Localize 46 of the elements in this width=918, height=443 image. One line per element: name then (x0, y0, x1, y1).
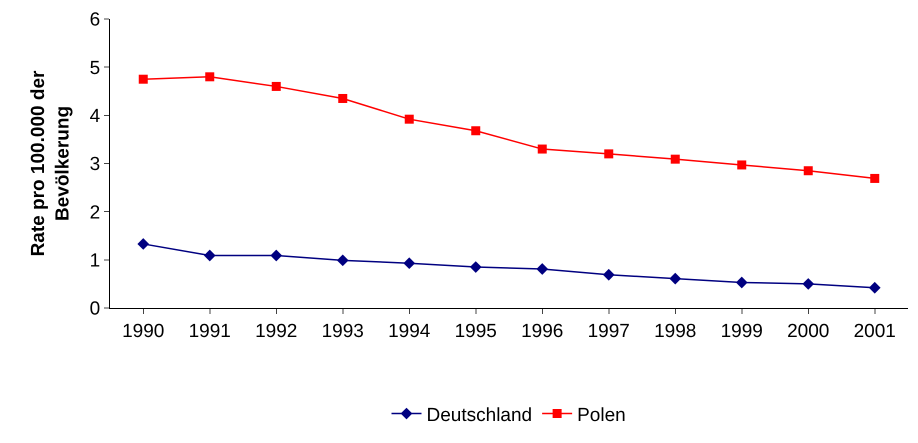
point (404, 114, 414, 124)
point (669, 272, 682, 284)
point (403, 257, 416, 270)
point (736, 276, 748, 288)
point (204, 250, 216, 262)
point (471, 126, 480, 136)
point (470, 261, 482, 273)
x-tick-label: 1994 (388, 320, 431, 342)
y-tick-label: 4 (90, 106, 101, 127)
point (270, 250, 282, 262)
point (802, 278, 814, 290)
point (138, 74, 148, 84)
point (536, 263, 548, 275)
x-tick-label: 1999 (720, 320, 763, 342)
point (338, 94, 348, 103)
y-tick-label: 6 (90, 10, 100, 31)
point (538, 144, 547, 154)
point (272, 82, 281, 91)
x-tick-label: 2000 (787, 320, 830, 342)
x-tick-label: 1995 (454, 320, 497, 342)
legend-label: Deutschland (426, 404, 532, 426)
point (868, 282, 881, 294)
point (205, 72, 214, 82)
point (737, 160, 746, 170)
y-tick-label: 3 (90, 154, 100, 176)
point (604, 149, 614, 158)
y-tick-label: 5 (90, 58, 100, 79)
x-tick-label: 1992 (255, 320, 298, 342)
x-tick-label: 1993 (322, 320, 364, 342)
point (602, 268, 615, 281)
x-tick-label: 1998 (654, 320, 696, 342)
y-tick-label: 1 (90, 250, 100, 272)
x-tick-label: 1991 (188, 320, 231, 342)
y-axis-title: Rate pro 100.000 der Bevölkerung (28, 70, 74, 256)
y-tick-label: 2 (90, 202, 100, 224)
y-tick-label: 0 (90, 298, 100, 320)
point (137, 238, 150, 250)
x-tick-label: 1997 (588, 320, 630, 342)
point (336, 254, 349, 266)
point (670, 154, 680, 164)
legend-label: Polen (577, 404, 626, 426)
x-tick-label: 2001 (854, 320, 896, 342)
x-tick-label: 1990 (122, 320, 164, 342)
point (804, 166, 813, 176)
point (870, 174, 880, 183)
x-tick-label: 1996 (521, 320, 564, 342)
